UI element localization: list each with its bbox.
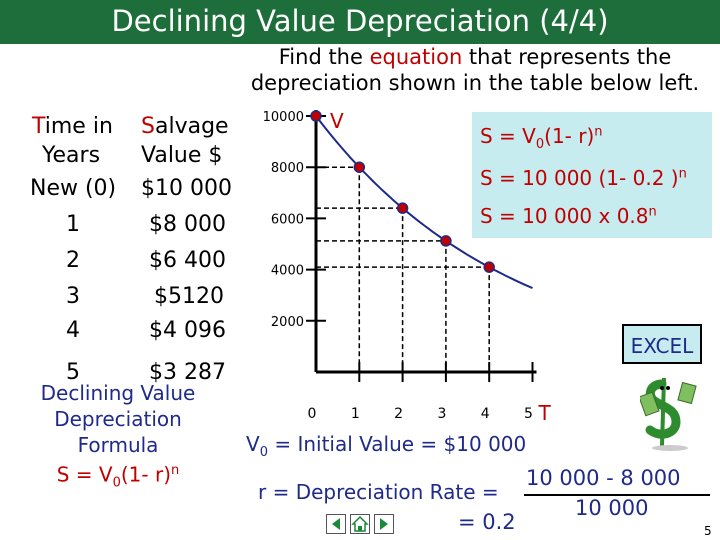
y-tick-label: 6000 <box>271 212 304 227</box>
instruction-highlight: equation <box>369 45 463 69</box>
instruction-part2: that represents the <box>462 45 672 69</box>
table-row-time: 2 <box>66 248 80 273</box>
substituted-formula: S = 10 000 (1- 0.2 )n <box>480 166 687 190</box>
instruction-part1: Find the <box>278 45 370 69</box>
table-row-value: $4 096 <box>149 318 226 343</box>
data-point <box>310 110 322 122</box>
formula-summary: Declining Value Depreciation Formula S =… <box>18 380 218 497</box>
formula-summary-equation: S = V0(1- r)n <box>18 458 218 497</box>
slide-number: 5 <box>704 524 712 538</box>
x-tick-label: 4 <box>481 406 490 422</box>
rate-result: = 0.2 <box>458 510 516 534</box>
formula-box <box>472 112 712 238</box>
f2-a: S = 10 000 (1- 0.2 ) <box>480 166 679 190</box>
triangle-right-icon <box>380 518 388 530</box>
formula-summary-line1: Declining Value <box>40 381 196 405</box>
instruction-line2: depreciation shown in the table below le… <box>250 71 700 95</box>
x-tick-label: 5 <box>524 406 533 422</box>
y-tick-label: 4000 <box>271 264 304 279</box>
table-row-value: $6 400 <box>149 248 226 273</box>
f1-b: (1- r) <box>544 124 595 148</box>
fs-a: S = V <box>56 462 113 487</box>
rate-denominator: 10 000 <box>575 496 649 520</box>
table-row-time: 4 <box>66 318 80 343</box>
table-row-value: $10 000 <box>141 176 232 201</box>
formula-summary-line3: Formula <box>77 433 159 457</box>
f1-sup: n <box>594 124 603 140</box>
f1-a: S = V <box>480 124 536 148</box>
header-value: Value $ <box>141 143 223 168</box>
f2-sup: n <box>678 166 687 182</box>
formula-summary-line2: Depreciation <box>54 407 182 431</box>
table-row-value: $8 000 <box>149 212 226 237</box>
y-tick-label: 8000 <box>271 161 304 176</box>
x-axis-label: T <box>538 401 552 425</box>
f1-sub: 0 <box>535 137 545 152</box>
title-bar: Declining Value Depreciation (4/4) <box>0 0 720 44</box>
next-slide-button[interactable] <box>374 514 394 534</box>
f3-sup: n <box>648 204 657 220</box>
table-row-time: 5 <box>66 360 80 385</box>
fs-sup: n <box>171 463 180 478</box>
y-tick-label: 2000 <box>271 315 304 330</box>
data-point <box>483 261 495 273</box>
y-tick-label: 10000 <box>263 110 304 125</box>
table-row-time: 1 <box>66 212 80 237</box>
excel-button[interactable]: EXCEL <box>622 324 702 364</box>
v0-a: V <box>246 432 260 456</box>
table-row-value: $5120 <box>154 284 224 309</box>
rate-numerator: 10 000 - 8 000 <box>526 466 681 490</box>
depreciation-curve <box>315 115 533 290</box>
v0-sub: 0 <box>259 445 268 460</box>
y-axis-label: V <box>330 109 344 133</box>
fs-sub: 0 <box>112 475 121 491</box>
x-tick-label: 3 <box>437 406 446 422</box>
table-row-value: $3 287 <box>149 360 226 385</box>
fraction-bar <box>524 494 710 496</box>
x-tick-label: 1 <box>351 406 360 422</box>
x-tick-label: 2 <box>394 406 403 422</box>
previous-slide-button[interactable] <box>326 514 346 534</box>
home-icon <box>351 515 369 532</box>
table-row-time: 3 <box>66 284 80 309</box>
v0-b: = Initial Value = $10 000 <box>267 432 527 456</box>
rate-label: r = Depreciation Rate = <box>258 480 499 504</box>
slide-title: Declining Value Depreciation (4/4) <box>111 4 609 38</box>
home-button[interactable] <box>350 514 370 534</box>
simplified-formula: S = 10 000 x 0.8n <box>480 204 657 228</box>
data-point <box>353 161 366 173</box>
general-formula: S = V0(1- r)n <box>480 124 603 152</box>
initial-value-line: V0 = Initial Value = $10 000 <box>246 432 526 460</box>
dollar-character-icon <box>640 377 697 451</box>
data-point <box>440 235 452 247</box>
instruction-text: Find the equation that represents the de… <box>232 44 718 96</box>
x-tick-label: 0 <box>308 406 317 422</box>
header-salvage: Salvage <box>141 114 229 139</box>
f3-a: S = 10 000 x 0.8 <box>480 204 649 228</box>
table-row-time: New (0) <box>30 176 117 201</box>
triangle-left-icon <box>332 518 340 530</box>
fs-b: (1- r) <box>120 462 172 487</box>
header-time: Time in <box>32 114 113 139</box>
header-years: Years <box>42 143 101 168</box>
data-point <box>396 202 409 214</box>
